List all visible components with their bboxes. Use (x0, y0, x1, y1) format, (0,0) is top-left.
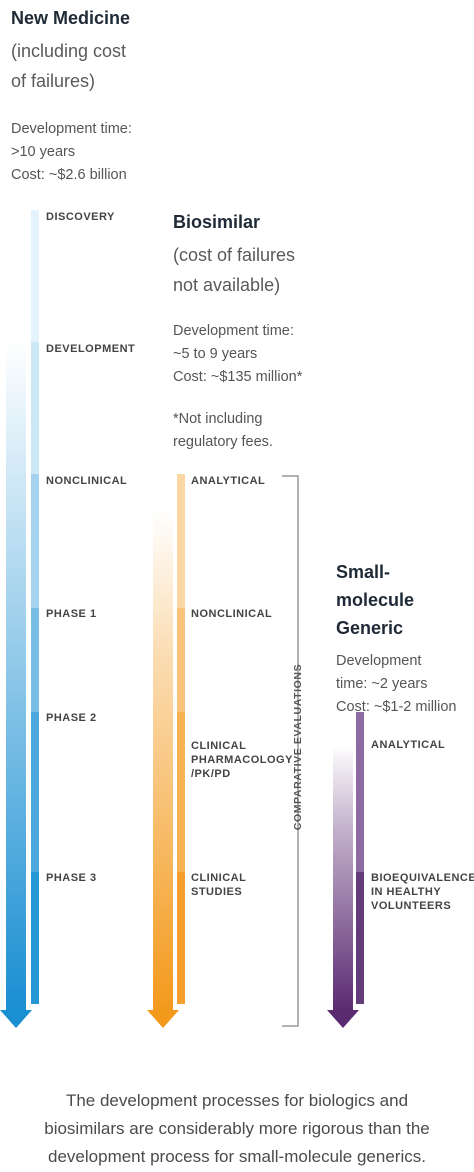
generic-title-line1: Small- (336, 562, 391, 582)
new-medicine-bar-discovery (31, 210, 39, 342)
generic-arrow-head (327, 1010, 359, 1028)
new-medicine-bar-phase3 (31, 872, 39, 1004)
generic-fade-arrow-shaft (333, 745, 353, 1010)
caption-line2: biosimilars are considerably more rigoro… (44, 1119, 430, 1138)
biosimilar-stage-clinical-studies-line1: CLINICAL (191, 872, 247, 884)
generic-bar-analytical (356, 712, 364, 872)
new-medicine-dev-time-value: >10 years (11, 144, 76, 160)
biosimilar-bar-clinical-pharmacology (177, 712, 185, 872)
biosimilar-footnote-line2: regulatory fees. (173, 434, 273, 450)
biosimilar-fade-arrow-shaft (153, 510, 173, 1010)
generic-stage-bioequivalence-line2: IN HEALTHY (371, 886, 442, 898)
biosimilar-footnote-line1: *Not including (173, 411, 263, 427)
new-medicine-bar-nonclinical (31, 474, 39, 608)
new-medicine-subtitle-line2: of failures) (11, 71, 96, 91)
biosimilar-dev-time-label: Development time: (173, 323, 294, 339)
biosimilar-bar-clinical-studies (177, 872, 185, 1004)
biosimilar-stage-clinical-pharmacology-line2: PHARMACOLOGY (191, 754, 293, 766)
generic-title-line2: molecule (336, 590, 415, 610)
new-medicine-bar-phase2 (31, 712, 39, 872)
new-medicine-cost: Cost: ~$2.6 billion (11, 167, 127, 183)
biosimilar-stage-analytical: ANALYTICAL (191, 475, 266, 487)
biosimilar-subtitle-line2: not available) (173, 275, 281, 295)
biosimilar-title: Biosimilar (173, 212, 261, 232)
new-medicine-bar-development (31, 342, 39, 474)
new-medicine-bar-phase1 (31, 608, 39, 712)
biosimilar-stage-nonclinical: NONCLINICAL (191, 608, 273, 620)
generic-cost: Cost: ~$1-2 million (336, 699, 457, 715)
caption-line1: The development processes for biologics … (65, 1091, 409, 1110)
new-medicine-dev-time-label: Development time: (11, 121, 132, 137)
new-medicine-stage-discovery: DISCOVERY (46, 211, 115, 223)
biosimilar-stage-clinical-pharmacology-line1: CLINICAL (191, 740, 247, 752)
biosimilar-subtitle-line1: (cost of failures (173, 245, 296, 265)
generic-dev-time-value: time: ~2 years (336, 676, 428, 692)
biosimilar-cost: Cost: ~$135 million* (173, 369, 303, 385)
new-medicine-arrow-head (0, 1010, 32, 1028)
new-medicine-stage-development: DEVELOPMENT (46, 343, 136, 355)
new-medicine-stage-phase1: PHASE 1 (46, 608, 97, 620)
new-medicine-stage-nonclinical: NONCLINICAL (46, 475, 128, 487)
biosimilar-stage-clinical-studies-line2: STUDIES (191, 886, 243, 898)
new-medicine-title: New Medicine (11, 8, 131, 28)
biosimilar-arrow-head (147, 1010, 179, 1028)
generic-stage-bioequivalence-line3: VOLUNTEERS (371, 900, 452, 912)
generic-title-line3: Generic (336, 618, 404, 638)
caption-line3: development process for small-molecule g… (48, 1147, 426, 1166)
generic-stage-bioequivalence-line1: BIOEQUIVALENCE (371, 872, 474, 884)
biosimilar-bar-nonclinical (177, 608, 185, 712)
generic-stage-analytical: ANALYTICAL (371, 739, 446, 751)
biosimilar-stage-clinical-pharmacology-line3: /PK/PD (191, 768, 231, 780)
generic-dev-time-label: Development (336, 653, 422, 669)
new-medicine-stage-phase3: PHASE 3 (46, 872, 97, 884)
new-medicine-fade-arrow-shaft (6, 340, 26, 1010)
generic-bar-bioequivalence (356, 872, 364, 1004)
new-medicine-stage-phase2: PHASE 2 (46, 712, 97, 724)
new-medicine-subtitle-line1: (including cost (11, 41, 127, 61)
biosimilar-dev-time-value: ~5 to 9 years (173, 346, 258, 362)
comparative-evaluations-label: COMPARATIVE EVALUATIONS (292, 663, 304, 831)
biosimilar-bar-analytical (177, 474, 185, 608)
comparative-evaluations-bracket (282, 475, 299, 1027)
